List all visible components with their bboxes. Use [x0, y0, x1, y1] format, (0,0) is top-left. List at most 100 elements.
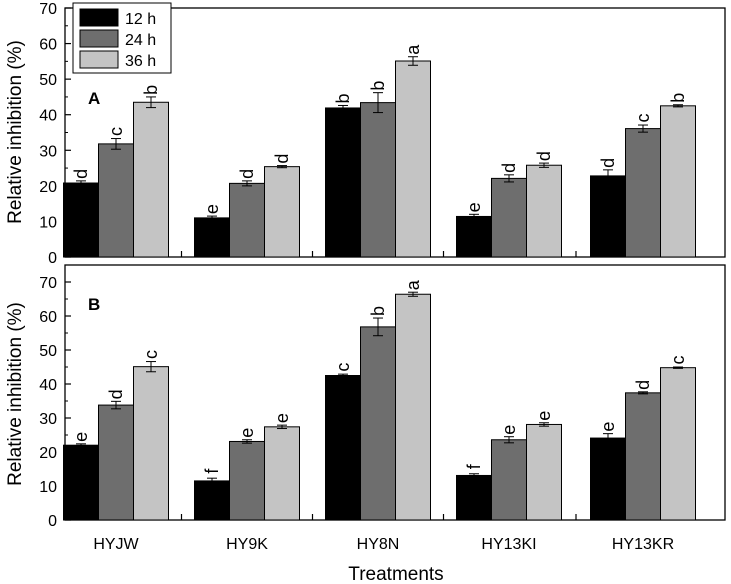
panel-b-error-bar: [242, 439, 252, 444]
panel-a-significance-letter: b: [141, 85, 161, 95]
panel-a-error-bar: [146, 96, 156, 109]
panel-a-significance-letter: d: [598, 158, 618, 168]
panel-a-y-tick-label: 60: [39, 37, 57, 54]
panel-a-error-bar: [638, 124, 648, 133]
panel-b-significance-letter: c: [668, 356, 688, 365]
panel-b-y-tick-label: 30: [39, 411, 57, 428]
panel-b-y-tick-label: 70: [39, 275, 57, 292]
panel-b-error-bar: [673, 366, 683, 369]
panel-a-y-tick-label: 20: [39, 179, 57, 196]
panel-b-bars: e f c f e d e b e d c e a e c: [63, 279, 696, 521]
panel-b-error-bar: [76, 443, 86, 448]
panel-b-significance-letter: e: [71, 432, 91, 442]
panel-b-error-bar: [207, 477, 217, 485]
panel-a-significance-letter: d: [534, 151, 554, 161]
panel-b-y-tick-label: 0: [48, 513, 57, 530]
panel-b-bar-hy13kr-12h: [590, 437, 626, 521]
panel-a-bar-hy13ki-12h: [456, 215, 492, 258]
panel-b-error-bar: [146, 361, 156, 373]
panel-a-significance-letter: d: [237, 169, 257, 179]
panel-a-error-bar: [504, 174, 514, 183]
panel-a-error-bar: [207, 215, 217, 221]
panel-b-y-tick-label: 20: [39, 445, 57, 462]
panel-b-significance-letter: e: [598, 422, 618, 432]
panel-a-bar-hy8n-36h: [395, 60, 431, 258]
panel-a: A Relative inhibition (%) 0 10 20 30 40 50 60 7…: [5, 1, 726, 267]
panel-b-bar-hy13ki-12h: [456, 474, 492, 521]
panel-a-y-tick-label: 50: [39, 72, 57, 89]
panel-b-y-tick-label: 50: [39, 343, 57, 360]
panel-a-significance-letter: c: [106, 127, 126, 136]
x-tick-label-hy8n: HY8N: [357, 536, 400, 553]
panel-a-bar-hy13kr-24h: [625, 128, 661, 258]
panel-b-error-bar: [338, 373, 348, 378]
panel-a-significance-letter: e: [202, 204, 222, 214]
panel-b-significance-letter: d: [633, 380, 653, 390]
panel-b-significance-letter: a: [403, 279, 423, 290]
legend-swatch-24h: [79, 29, 119, 48]
panel-a-significance-letter: a: [403, 44, 423, 55]
panel-a-bar-hy8n-12h: [325, 107, 361, 258]
panel-b: B Relative inhibition (%) 0 10 20 30 40 50 60 7…: [5, 264, 726, 530]
panel-a-y-axis: 0 10 20 30 40 50 60 70: [39, 1, 577, 267]
panel-a-significance-letter: d: [71, 169, 91, 179]
panel-a-significance-letter: b: [668, 93, 688, 103]
panel-b-error-bar: [469, 473, 479, 478]
panel-a-bar-hyjw-12h: [63, 182, 99, 258]
x-tick-label-hyjw: HYJW: [93, 536, 139, 553]
panel-b-significance-letter: d: [106, 389, 126, 399]
panel-b-y-tick-label: 40: [39, 377, 57, 394]
panel-a-error-bar: [673, 104, 683, 108]
panel-b-significance-letter: e: [499, 425, 519, 435]
panel-b-bar-hyjw-36h: [133, 366, 169, 521]
panel-a-error-bar: [111, 138, 121, 150]
panel-a-bar-hyjw-36h: [133, 101, 169, 258]
panel-a-error-bar: [338, 104, 348, 111]
panel-b-bar-hy13ki-36h: [526, 423, 562, 521]
panel-b-y-axis: 0 10 20 30 40 50 60 70: [39, 275, 577, 530]
panel-a-bar-hy13kr-12h: [590, 175, 626, 258]
panel-b-error-bar: [504, 436, 514, 444]
panel-b-significance-letter: f: [464, 463, 484, 469]
panel-b-error-bar: [111, 400, 121, 410]
panel-b-error-bar: [638, 391, 648, 395]
panel-b-bar-hyjw-24h: [98, 404, 134, 521]
legend-label-36h: 36 h: [125, 53, 156, 70]
panel-b-bar-hy13kr-24h: [625, 392, 661, 521]
panel-b-significance-letter: e: [237, 428, 257, 438]
panel-a-error-bar: [373, 92, 383, 114]
panel-a-error-bar: [408, 56, 418, 66]
panel-b-bar-hy9k-12h: [194, 480, 230, 521]
panel-b-significance-letter: e: [534, 411, 554, 421]
panel-a-error-bar: [76, 180, 86, 186]
panel-a-bar-hy13ki-24h: [491, 177, 527, 258]
panel-b-error-bar: [373, 317, 383, 337]
legend: 12 h 24 h 36 h: [72, 2, 172, 74]
x-tick-label-hy13kr: HY13KR: [612, 536, 674, 553]
panel-b-y-axis-title: Relative inhibition (%): [5, 302, 26, 486]
panel-a-bar-hy9k-36h: [264, 166, 300, 258]
panel-b-significance-letter: e: [272, 413, 292, 423]
panel-a-error-bar: [469, 213, 479, 220]
panel-a-significance-letter: e: [464, 202, 484, 212]
x-axis: HYJW HY9K HY8N HY13KI HY13KR: [93, 536, 674, 553]
panel-b-significance-letter: f: [202, 468, 222, 474]
panel-a-bars: d e b e d c d b d c b d a d b: [63, 44, 696, 258]
panel-a-y-tick-label: 70: [39, 1, 57, 18]
panel-a-y-tick-label: 0: [48, 250, 57, 267]
panel-b-label: B: [88, 295, 100, 314]
panel-b-bar-hy9k-36h: [264, 426, 300, 521]
panel-a-error-bar: [539, 162, 549, 168]
legend-swatch-36h: [79, 50, 119, 69]
panel-b-bar-hy13kr-36h: [660, 367, 696, 521]
panel-a-bar-hyjw-24h: [98, 143, 134, 258]
legend-label-24h: 24 h: [125, 32, 156, 49]
panel-b-error-bar: [408, 291, 418, 297]
x-tick-label-hy13ki: HY13KI: [481, 536, 536, 553]
panel-b-y-tick-label: 10: [39, 479, 57, 496]
panel-a-bar-hy9k-24h: [229, 182, 265, 258]
panel-a-error-bar: [603, 169, 613, 183]
panel-a-y-axis-title: Relative inhibition (%): [5, 40, 26, 224]
panel-b-error-bar: [539, 422, 549, 427]
panel-a-significance-letter: d: [272, 154, 292, 164]
